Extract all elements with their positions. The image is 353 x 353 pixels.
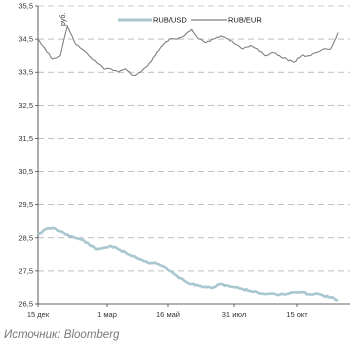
y-tick-label: 27,5 [18, 266, 33, 275]
x-tick-label: 15 окт [286, 310, 308, 319]
grid-lines [38, 5, 350, 272]
y-tick-label: 34,5 [18, 35, 33, 44]
series-line-rub-usd [37, 226, 339, 302]
y-tick-label: 35,5 [18, 2, 33, 11]
x-tick-label: 31 июл [222, 310, 246, 319]
x-axis-ticks: 15 дек 1 мар 16 май 31 июл 15 окт [27, 304, 308, 319]
y-tick-label: 32,5 [18, 101, 33, 110]
x-tick-label: 15 дек [27, 310, 50, 319]
y-tick-label: 30,5 [18, 167, 33, 176]
y-tick-label: 26,5 [18, 300, 33, 309]
unit-label: руб. [59, 13, 67, 26]
exchange-rate-chart: 26,5 27,5 28,5 29,5 30,5 31,5 32,5 33,5 34,5 35,5… [18, 2, 350, 319]
x-tick-label: 16 май [156, 310, 180, 319]
legend-label: RUB/EUR [228, 16, 262, 25]
y-axis-ticks: 26,5 27,5 28,5 29,5 30,5 31,5 32,5 33,5 34,5 35,5 [18, 2, 38, 309]
series-line-rub-eur [37, 25, 339, 77]
y-tick-label: 31,5 [18, 134, 33, 143]
source-note: Источник: Bloomberg [4, 329, 120, 341]
y-tick-label: 28,5 [18, 233, 33, 242]
y-tick-label: 33,5 [18, 68, 33, 77]
axes [37, 6, 350, 305]
legend: RUB/USD RUB/EUR [110, 14, 285, 25]
legend-label: RUB/USD [153, 16, 187, 25]
y-tick-label: 29,5 [18, 200, 33, 209]
series-lines [37, 25, 339, 302]
x-tick-label: 1 мар [97, 310, 117, 319]
